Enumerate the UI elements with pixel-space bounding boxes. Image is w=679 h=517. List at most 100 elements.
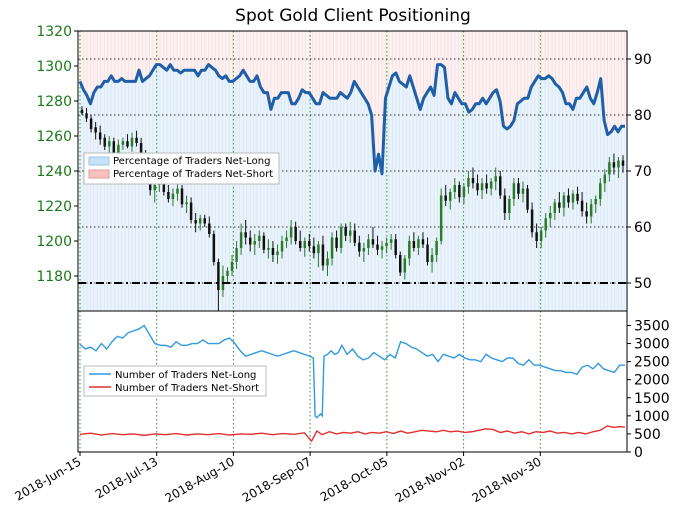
- candle-body: [517, 183, 520, 194]
- candle-body: [394, 239, 397, 255]
- candle-body: [212, 234, 216, 262]
- candle-body: [449, 192, 452, 201]
- candle-body: [267, 248, 270, 250]
- right-tick-label: 50: [634, 276, 652, 292]
- top-fill-layer: [79, 31, 626, 311]
- candle-body: [285, 237, 288, 241]
- candle-body: [344, 227, 347, 236]
- left-tick-label: 1320: [36, 24, 72, 40]
- candle-body: [480, 183, 484, 191]
- candle-body: [244, 232, 247, 238]
- candle-body: [303, 241, 307, 248]
- bottom-right-tick-label: 2500: [634, 355, 670, 371]
- candle-body: [467, 178, 470, 187]
- left-tick-label: 1260: [36, 129, 72, 145]
- candle-body: [117, 144, 120, 154]
- candle-body: [335, 237, 338, 248]
- bottom-panel: 0 500 1000 1500 2000 2500 3000 3500 2018-Jun-15…: [13, 310, 670, 505]
- candle-body: [248, 237, 252, 245]
- candle-body: [230, 262, 234, 271]
- bottom-right-tick-label: 500: [634, 427, 661, 443]
- candle-body: [280, 241, 284, 252]
- candle-body: [276, 251, 279, 255]
- bottom-right-tick-label: 3000: [634, 337, 670, 353]
- candle-body: [153, 185, 156, 191]
- candle-body: [298, 241, 302, 248]
- candle-body: [171, 193, 175, 199]
- left-axis: 1180 1200 1220 1240 1260 1280 1300 1320: [36, 24, 78, 285]
- candle-body: [294, 227, 297, 241]
- candle-body: [485, 183, 488, 189]
- candle-body: [194, 220, 197, 224]
- candle-body: [321, 244, 325, 266]
- candle-body: [453, 185, 457, 192]
- candle-body: [512, 183, 516, 199]
- top-legend-box: [83, 152, 280, 185]
- candle-body: [271, 248, 275, 255]
- candle-body: [308, 241, 311, 247]
- candle-body: [435, 241, 438, 255]
- right-tick-label: 70: [634, 164, 652, 180]
- bottom-panel-frame: [77, 310, 628, 453]
- right-tick-label: 80: [634, 108, 652, 124]
- candle-body: [94, 127, 97, 133]
- candle-body: [289, 227, 293, 238]
- candle-body: [576, 193, 579, 201]
- bottom-right-tick-label: 2000: [634, 373, 670, 389]
- candle-body: [162, 179, 166, 192]
- candle-body: [403, 258, 407, 273]
- candle-body: [499, 176, 502, 196]
- candle-body: [348, 230, 352, 236]
- candle-body: [503, 195, 507, 213]
- candle-body: [471, 178, 475, 184]
- candle-body: [612, 162, 616, 168]
- bottom-right-tick-label: 1000: [634, 409, 670, 425]
- net-long-count-line: [79, 324, 625, 419]
- right-axis: 50 60 70 80 90: [627, 52, 652, 292]
- candle-body: [426, 244, 429, 262]
- candle-body: [389, 239, 393, 243]
- bottom-right-tick-label: 3500: [634, 318, 670, 334]
- candle-body: [580, 200, 584, 212]
- legend-label-net-short-pct: Percentage of Traders Net-Short: [113, 169, 273, 180]
- candle-body: [398, 255, 402, 273]
- x-axis: 2018-Jun-15 2018-Jul-13 2018-Aug-10 2018-Se…: [13, 452, 544, 505]
- x-tick-label: 2018-Oct-05: [318, 454, 390, 504]
- bottom-legend-box: [83, 365, 267, 397]
- left-tick-label: 1300: [36, 59, 72, 75]
- candle-body: [317, 244, 320, 254]
- candle-body: [535, 232, 538, 241]
- candle-body: [521, 188, 525, 194]
- candle-body: [112, 141, 116, 154]
- candle-body: [408, 241, 411, 259]
- candle-body: [89, 118, 93, 129]
- net-long-pct-line: [78, 63, 625, 176]
- legend-label-net-short-count: Number of Traders Net-Short: [115, 383, 259, 394]
- net-short-count-line: [79, 425, 626, 443]
- candle-body: [262, 235, 266, 250]
- candle-body: [80, 109, 84, 114]
- right-tick-label: 90: [634, 52, 652, 68]
- x-tick-label: 2018-Sep-07: [240, 454, 314, 505]
- bottom-right-axis: 0 500 1000 1500 2000 2500 3000 3500: [627, 318, 670, 461]
- candle-body: [312, 246, 316, 254]
- legend-swatch-net-long-pct: [88, 156, 110, 166]
- left-tick-label: 1240: [36, 164, 72, 180]
- candle-body: [508, 199, 511, 213]
- candle-body: [208, 223, 211, 234]
- candle-body: [330, 237, 334, 259]
- candle-body: [253, 241, 256, 245]
- candle-body: [380, 246, 384, 250]
- x-tick-label: 2018-Aug-10: [163, 454, 237, 505]
- candle-body: [526, 188, 529, 210]
- left-tick-label: 1200: [36, 234, 72, 250]
- candle-body: [239, 232, 243, 248]
- candle-body: [98, 132, 102, 140]
- candle-body: [558, 202, 561, 208]
- candle-body: [367, 239, 370, 248]
- candle-body: [358, 242, 361, 252]
- candle-body: [108, 141, 111, 147]
- candle-body: [567, 195, 570, 203]
- candle-body: [121, 141, 125, 145]
